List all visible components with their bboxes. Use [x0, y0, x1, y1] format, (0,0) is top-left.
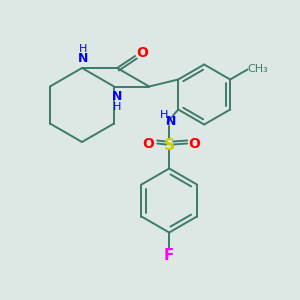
Text: O: O: [188, 137, 200, 152]
Text: H: H: [113, 101, 121, 112]
Text: N: N: [112, 90, 122, 103]
Text: S: S: [164, 138, 175, 153]
Text: H: H: [160, 110, 168, 119]
Text: CH₃: CH₃: [247, 64, 268, 74]
Text: F: F: [164, 248, 174, 263]
Text: N: N: [78, 52, 88, 64]
Text: H: H: [79, 44, 87, 54]
Text: O: O: [142, 137, 154, 152]
Text: O: O: [136, 46, 148, 60]
Text: N: N: [166, 115, 176, 128]
